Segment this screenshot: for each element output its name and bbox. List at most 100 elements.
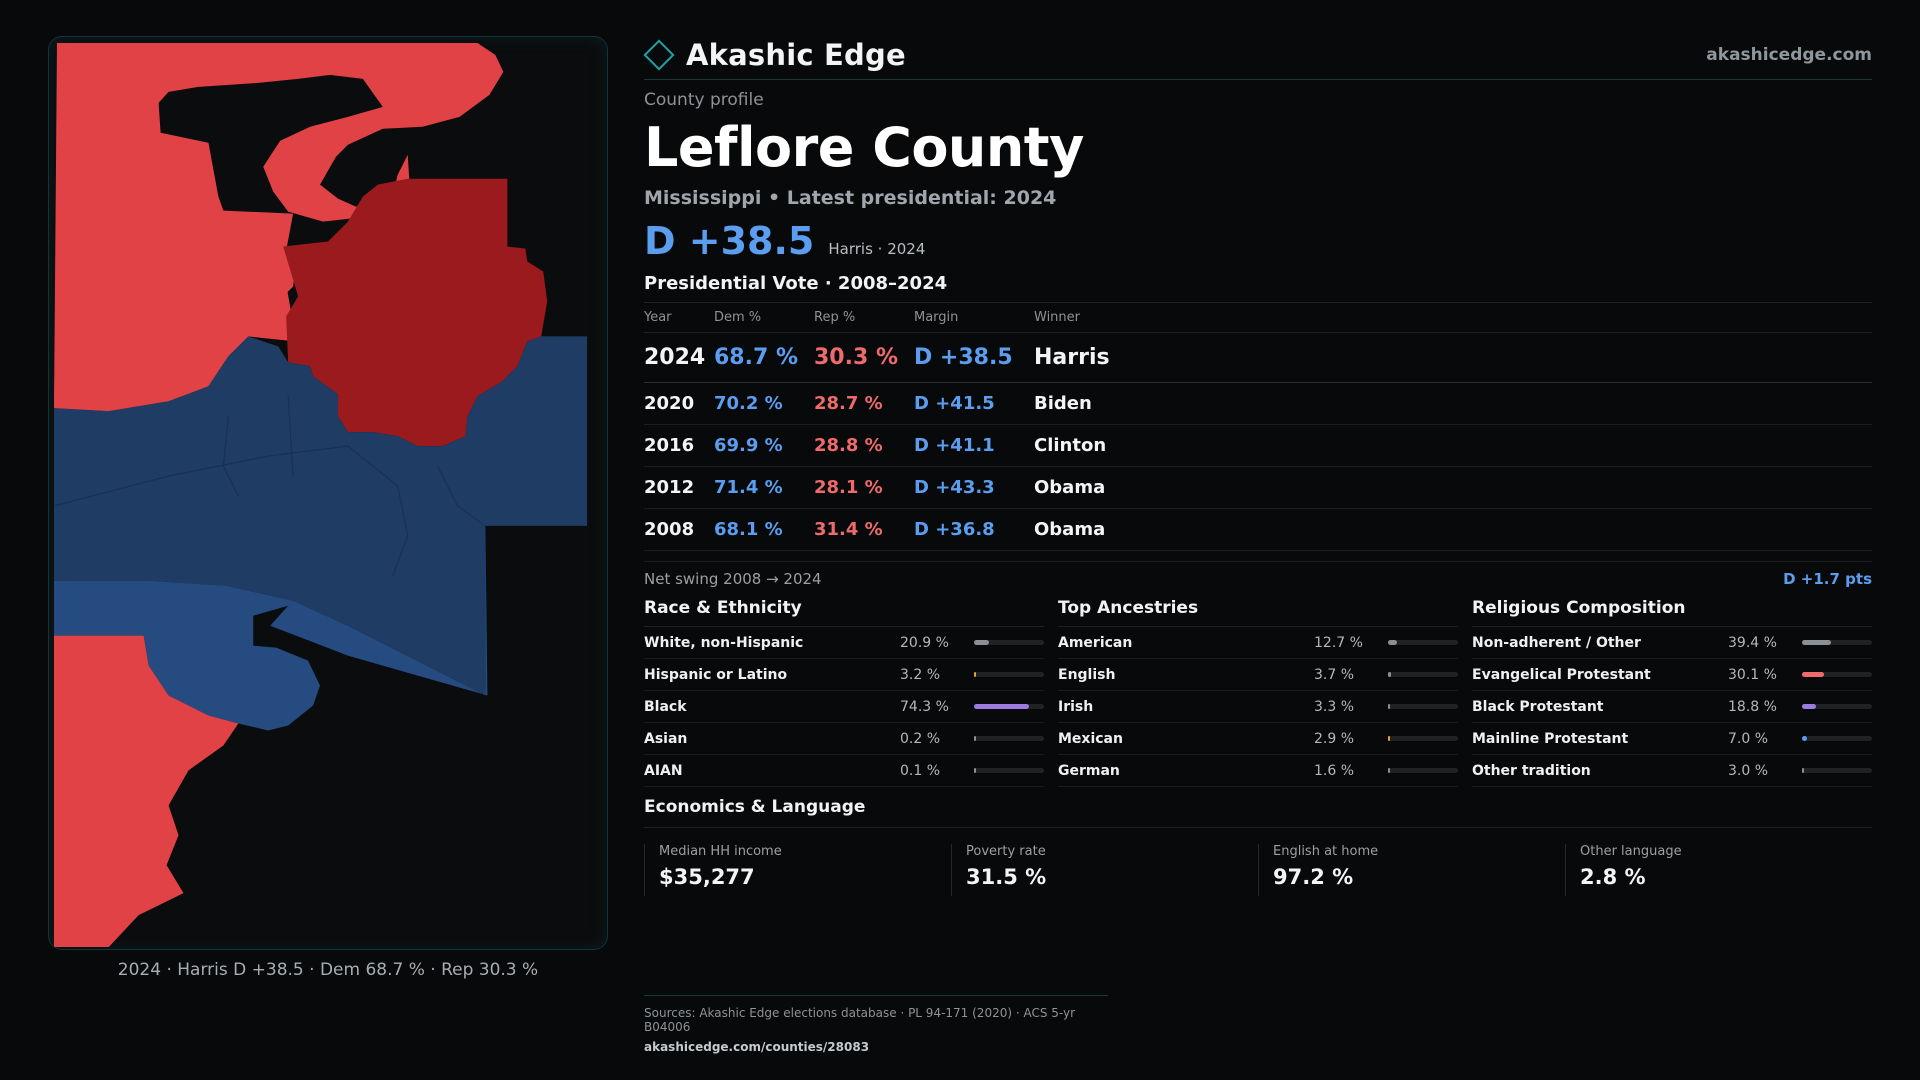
cell-winner: Harris [1034,332,1872,383]
list-item: Mexican 2.9 % [1058,723,1458,755]
cell-rep: 28.1 % [814,466,914,509]
map-caption: 2024 · Harris D +38.5 · Dem 68.7 % · Rep… [117,960,539,980]
item-percent: 12.7 % [1314,634,1363,651]
cell-winner: Obama [1034,508,1872,551]
table-row: 2016 69.9 % 28.8 % D +41.1 Clinton [644,424,1872,467]
item-label: Asian [644,730,688,747]
precinct-borders [53,396,486,577]
demographics-grid: Race & Ethnicity White, non-Hispanic 20.9… [644,598,1872,787]
item-label: German [1058,762,1120,779]
item-bar-track [974,704,1044,709]
economics-stats: Median HH income $35,277 Poverty rate 31… [644,844,1872,896]
county-precinct-map [53,42,588,948]
stat-label: English at home [1273,844,1379,859]
item-bar-track [974,736,1044,741]
sources-footer: Sources: Akashic Edge elections database… [644,995,1108,1054]
item-label: Other tradition [1472,762,1591,779]
item-bar-track [974,768,1044,773]
cell-rep: 28.8 % [814,424,914,467]
table-row: 2020 70.2 % 28.7 % D +41.5 Biden [644,382,1872,425]
race-ethnicity-panel: Race & Ethnicity White, non-Hispanic 20.9… [644,598,1044,787]
stat-other-language: Other language 2.8 % [1565,844,1872,896]
item-bar-track [1802,672,1872,677]
cell-margin: D +41.5 [914,382,1034,425]
list-item: White, non-Hispanic 20.9 % [644,627,1044,659]
cell-dem: 71.4 % [714,466,814,509]
item-bar-fill [1802,640,1831,645]
stat-value: $35,277 [659,865,755,889]
list-item: German 1.6 % [1058,755,1458,787]
list-item: English 3.7 % [1058,659,1458,691]
stat-label: Median HH income [659,844,782,859]
item-percent: 74.3 % [900,698,949,715]
cell-dem: 68.7 % [714,332,814,383]
item-bar-track [1388,768,1458,773]
brand-site-link[interactable]: akashicedge.com [1706,44,1872,65]
item-bar-fill [1802,736,1808,741]
net-swing-label: Net swing 2008 → 2024 [644,570,822,588]
item-percent: 39.4 % [1728,634,1777,651]
cell-rep: 31.4 % [814,508,914,551]
item-bar-track [1388,704,1458,709]
cell-year: 2024 [644,332,714,383]
col-header-winner: Winner [1034,302,1872,333]
item-percent: 20.9 % [900,634,949,651]
item-label: Mexican [1058,730,1123,747]
votes-section-title: Presidential Vote · 2008–2024 [644,273,948,294]
cell-winner: Obama [1034,466,1872,509]
list-item: Mainline Protestant 7.0 % [1472,723,1872,755]
sources-url-link[interactable]: akashicedge.com/counties/28083 [644,1040,870,1054]
item-bar-fill [974,672,977,677]
col-header-dem: Dem % [714,302,814,333]
stat-value: 31.5 % [966,865,1047,889]
cell-margin: D +43.3 [914,466,1034,509]
precinct-east-darkred[interactable] [283,178,548,447]
item-label: American [1058,634,1133,651]
cell-winner: Biden [1034,382,1872,425]
precinct-north-center[interactable] [53,196,299,412]
net-swing-value: D +1.7 pts [1783,570,1872,588]
item-percent: 3.7 % [1314,666,1355,683]
list-item: Other tradition 3.0 % [1472,755,1872,787]
item-bar-fill [1388,768,1390,773]
item-percent: 7.0 % [1728,730,1769,747]
cell-year: 2012 [644,466,714,509]
brand-name[interactable]: Akashic Edge [686,37,906,72]
cell-margin: D +41.1 [914,424,1034,467]
item-percent: 18.8 % [1728,698,1777,715]
list-item: AIAN 0.1 % [644,755,1044,787]
item-percent: 3.2 % [900,666,941,683]
item-bar-track [974,672,1044,677]
stat-label: Poverty rate [966,844,1046,859]
table-row: 2024 68.7 % 30.3 % D +38.5 Harris [644,332,1872,383]
ancestries-panel: Top Ancestries American 12.7 % English 3.7 … [1058,598,1458,787]
precinct-south-red[interactable] [53,635,239,948]
item-bar-track [1802,704,1872,709]
precinct-central-blue[interactable] [53,336,588,696]
item-label: Non-adherent / Other [1472,634,1641,651]
item-bar-track [1802,768,1872,773]
list-item: Irish 3.3 % [1058,691,1458,723]
list-item: American 12.7 % [1058,627,1458,659]
col-header-year: Year [644,302,714,333]
cell-winner: Clinton [1034,424,1872,467]
item-bar-fill [1802,704,1816,709]
item-label: Evangelical Protestant [1472,666,1651,683]
cell-dem: 68.1 % [714,508,814,551]
item-bar-track [1802,736,1872,741]
list-item: Hispanic or Latino 3.2 % [644,659,1044,691]
item-label: AIAN [644,762,683,779]
item-bar-fill [1388,672,1391,677]
presidential-vote-table: Year Dem % Rep % Margin Winner 2024 68.7… [644,302,1872,551]
ancestries-title: Top Ancestries [1058,598,1458,627]
county-map-panel [48,36,608,950]
net-swing: Net swing 2008 → 2024 D +1.7 pts [644,561,1872,588]
cell-year: 2020 [644,382,714,425]
precinct-south-blue[interactable] [53,525,488,731]
item-percent: 0.2 % [900,730,941,747]
headline-result: D +38.5 Harris · 2024 [644,219,1872,263]
col-header-rep: Rep % [814,302,914,333]
diamond-logo-icon [643,38,675,71]
item-percent: 0.1 % [900,762,941,779]
cell-rep: 28.7 % [814,382,914,425]
